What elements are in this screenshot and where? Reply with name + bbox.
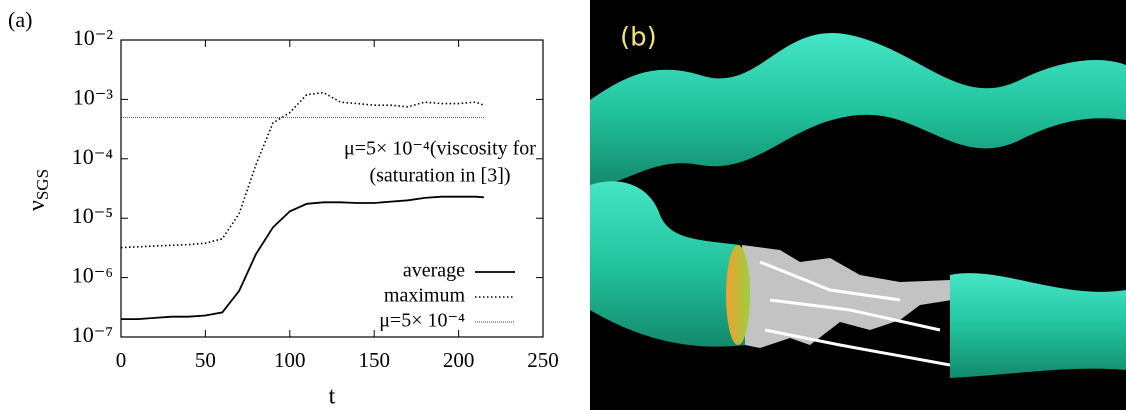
upper-tube (590, 33, 1126, 186)
panel-a: (a) t νSGS μ=5× 10⁻⁴(viscosity for (satu… (8, 7, 559, 409)
x-tick-label: 250 (527, 348, 559, 372)
series-line (120, 91, 485, 249)
y-tick-label: 10⁻⁴ (72, 144, 114, 169)
panel-label: (b) (620, 23, 657, 53)
panel-b: (b) (590, 0, 1126, 410)
y-tick-label: 10⁻⁷ (72, 322, 113, 347)
x-tick-label: 100 (274, 348, 306, 372)
y-axis-label: νSGS (24, 169, 52, 211)
turbulent-region (742, 245, 952, 348)
panel-label: (a) (8, 7, 32, 32)
legend-label: maximum (384, 285, 466, 307)
series-line (121, 195, 484, 320)
y-tick-label: 10⁻² (73, 25, 114, 50)
lower-tube-left (590, 181, 745, 347)
x-tick-label: 0 (116, 348, 127, 372)
annotation: (saturation in [3]) (369, 165, 510, 187)
legend-label: μ=5× 10⁻⁴ (379, 310, 465, 332)
turbulent-wisps (759, 260, 951, 367)
plot-frame (120, 39, 544, 338)
y-tick-label: 10⁻⁶ (72, 263, 113, 288)
x-tick-label: 200 (443, 348, 475, 372)
y-tick-label: 10⁻⁵ (72, 203, 113, 228)
tube-cross-section (726, 245, 750, 345)
x-axis-label: t (329, 384, 336, 410)
annotation: μ=5× 10⁻⁴(viscosity for (344, 138, 536, 160)
x-tick-label: 50 (195, 348, 216, 372)
x-tick-label: 150 (358, 348, 390, 372)
y-tick-label: 10⁻³ (73, 84, 114, 109)
lower-tube-right (950, 273, 1126, 378)
legend-label: average (403, 260, 465, 282)
